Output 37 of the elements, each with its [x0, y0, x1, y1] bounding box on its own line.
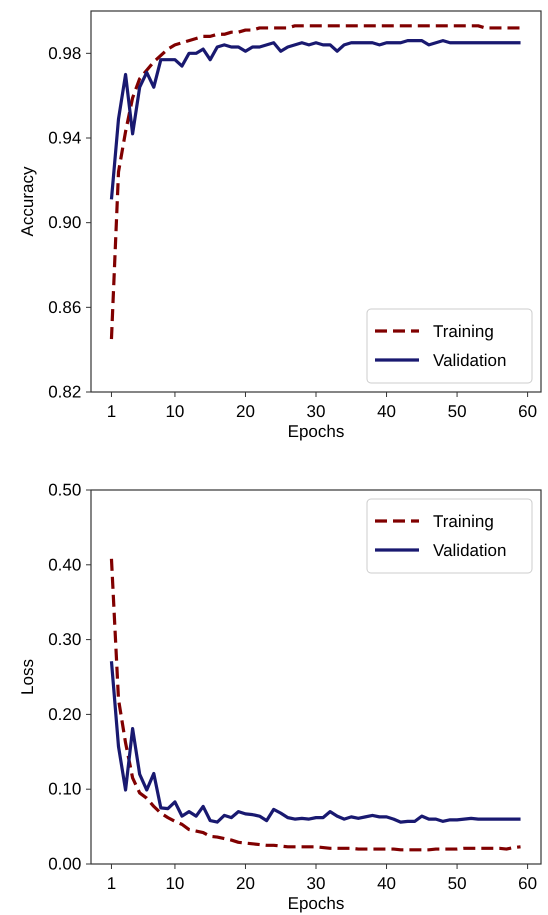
y-tick-label: 0.00	[48, 854, 82, 874]
legend-label: Training	[433, 322, 494, 341]
legend-label: Validation	[433, 541, 506, 560]
y-axis-title: Loss	[18, 659, 37, 695]
x-tick-label: 1	[106, 402, 116, 421]
x-tick-label: 30	[306, 402, 326, 421]
x-tick-label: 60	[518, 874, 538, 893]
x-tick-label: 20	[236, 402, 255, 421]
x-tick-label: 10	[165, 874, 184, 893]
x-tick-label: 1	[106, 874, 116, 893]
line-series	[110, 24, 522, 341]
x-tick-label: 30	[306, 874, 326, 893]
y-axis-title: Accuracy	[18, 166, 37, 236]
legend-label: Training	[433, 512, 494, 531]
x-tick-label: 10	[165, 402, 184, 421]
y-tick-label: 0.86	[48, 298, 82, 317]
x-tick-label: 40	[377, 874, 396, 893]
y-tick-label: 0.82	[48, 382, 82, 402]
y-tick-label: 0.20	[48, 704, 82, 724]
legend-label: Validation	[433, 351, 506, 370]
x-axis-title: Epochs	[288, 422, 344, 441]
line-series	[110, 557, 522, 852]
x-tick-label: 50	[448, 874, 467, 893]
y-tick-label: 0.40	[48, 555, 82, 574]
y-tick-label: 0.50	[48, 480, 82, 500]
y-tick-label: 0.98	[48, 44, 82, 63]
line-series	[110, 39, 522, 201]
y-tick-label: 0.90	[48, 213, 82, 232]
x-tick-label: 60	[518, 402, 538, 421]
x-axis-title: Epochs	[288, 894, 344, 913]
y-tick-label: 0.10	[48, 780, 82, 799]
x-tick-label: 50	[448, 402, 467, 421]
x-tick-label: 40	[377, 402, 396, 421]
y-tick-label: 0.30	[48, 630, 82, 650]
x-tick-label: 20	[236, 874, 255, 893]
line-series	[110, 660, 522, 824]
y-tick-label: 0.94	[48, 128, 82, 148]
